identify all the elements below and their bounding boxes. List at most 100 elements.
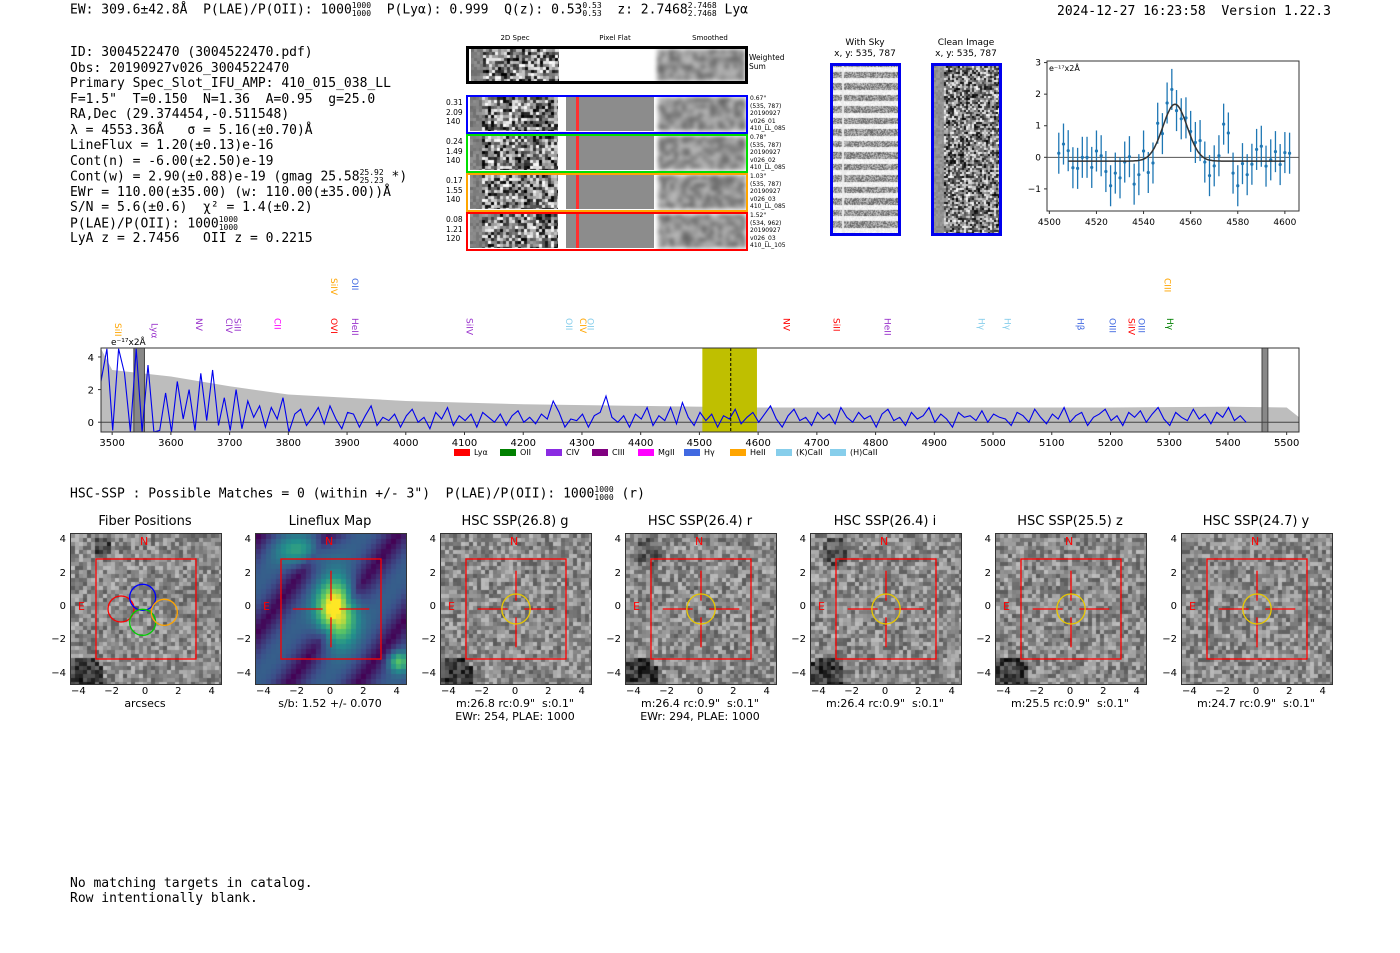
cont-w-end: *)	[383, 169, 408, 185]
data-point	[1090, 165, 1094, 170]
y-tick-label: 4	[614, 534, 621, 546]
y-tick-label: 0	[984, 601, 991, 612]
east-marker: E	[448, 600, 455, 613]
x-tick-label: −4	[995, 686, 1011, 697]
info-plae-text: P(LAE)/P(OII): 1000	[70, 216, 219, 231]
cutout-title: HSC SSP(26.4) i	[833, 514, 937, 529]
source-aperture	[1056, 593, 1086, 625]
x-tick-label: −4	[810, 686, 826, 697]
column-header: Smoothed	[692, 34, 728, 42]
data-point	[1076, 166, 1080, 170]
legend-swatch	[546, 449, 562, 456]
east-marker: E	[818, 600, 825, 613]
y-tick-label: 0	[1035, 153, 1041, 163]
data-point	[1160, 132, 1165, 136]
x-tick-label: 4520	[1085, 218, 1108, 228]
spec-2d-cutout	[470, 136, 558, 170]
exposure-stats: 0.24 1.49 140	[446, 137, 463, 165]
with-sky-label: With Sky	[845, 38, 885, 48]
data-point	[1127, 155, 1132, 159]
y-tick-label: −4	[791, 667, 806, 679]
data-point	[1245, 173, 1249, 177]
clean-coords: x, y: 535, 787	[935, 49, 997, 59]
y-tick-label: 4	[429, 534, 436, 546]
y-tick-label: −2	[791, 634, 806, 646]
exposure-row	[466, 95, 748, 134]
data-point	[1212, 164, 1216, 168]
data-point	[1287, 151, 1292, 155]
cutout-overlay	[650, 558, 752, 660]
legend-label: MgII	[658, 448, 675, 457]
data-point	[1057, 151, 1061, 155]
catalog-note-line1: No matching targets in catalog.	[70, 876, 313, 891]
y-tick-label: −2	[421, 634, 436, 646]
east-marker: E	[1003, 600, 1010, 613]
line-label: Hγ	[1164, 318, 1175, 331]
info-line: λ = 4553.36Å σ = 5.16(±0.70)Å	[70, 122, 313, 138]
x-tick-label: 5100	[1039, 438, 1064, 449]
y-tick-label: 2	[1170, 567, 1177, 579]
x-tick-label: 4400	[628, 438, 653, 449]
spec-2d-cutout	[470, 97, 558, 131]
line-label: SiII	[231, 318, 242, 332]
x-tick-label: 4000	[393, 438, 418, 449]
z-line: Lyα	[724, 2, 748, 18]
legend-item: Lyα	[454, 448, 488, 457]
cutout-overlay	[1206, 558, 1308, 660]
z-hi: 2.7468	[687, 1, 717, 10]
data-point	[1250, 162, 1254, 166]
data-point	[1113, 171, 1117, 175]
legend-label: (K)CaII	[796, 448, 823, 457]
x-tick-label: −4	[70, 686, 86, 697]
exposure-row	[466, 173, 748, 212]
cutout-overlay	[835, 558, 937, 660]
x-tick-label: 4200	[511, 438, 536, 449]
data-point	[1264, 164, 1268, 168]
legend-swatch	[454, 449, 470, 456]
line-labels: SiII Lyα NV CIV SiII CII OVI SiIV HeII OII SiIV OII…	[0, 270, 1400, 350]
smoothed-cutout	[658, 97, 746, 131]
data-point	[1207, 174, 1212, 178]
line-label: HeII	[881, 318, 892, 336]
x-tick-label: 4	[208, 686, 215, 697]
with-sky-canvas	[833, 66, 898, 233]
cutout-caption: m:26.8 rc:0.9" s:0.1" EWr: 254, PLAE: 10…	[455, 697, 575, 723]
fiber-circle	[150, 598, 178, 626]
source-aperture	[871, 593, 901, 625]
north-marker: N	[1251, 535, 1260, 548]
line-label: OVI	[327, 318, 338, 334]
line-fit-plot: 4500 4520 4540 4560 4580 4600 −1 0 1 2 3 e⁻¹⁷x2Å	[1028, 59, 1300, 228]
column-header: Pixel Flat	[599, 34, 631, 42]
cutout-overlay	[1020, 558, 1122, 660]
data-point	[1174, 108, 1179, 113]
smoothed-cutout	[658, 214, 746, 248]
y-tick-label: −4	[236, 667, 251, 679]
y-tick-label: −2	[236, 634, 251, 646]
data-point	[1080, 155, 1084, 159]
smoothed-cutout	[658, 136, 746, 170]
cutout-image-hsc	[1181, 533, 1333, 685]
data-point	[1193, 140, 1197, 145]
x-tick-label: −2	[1029, 686, 1045, 697]
data-point	[1231, 171, 1235, 175]
x-tick-label: 2	[360, 686, 367, 697]
column-header: 2D Spec	[500, 34, 530, 42]
line-label: Hγ	[975, 318, 986, 331]
y-tick-label: −2	[976, 634, 991, 646]
east-marker: E	[1189, 600, 1196, 613]
x-tick-label: 4	[393, 686, 400, 697]
legend-label: HeII	[750, 448, 766, 457]
x-tick-label: −2	[1215, 686, 1231, 697]
data-point	[1283, 150, 1287, 155]
exposure-stats: 0.08 1.21 120	[446, 215, 463, 243]
line-label: SiIV	[1125, 318, 1136, 336]
y-tick-label: 4	[244, 534, 251, 546]
data-point	[1071, 166, 1075, 170]
line-label: OII	[349, 278, 360, 291]
line-label: OII	[584, 318, 595, 331]
data-point	[1184, 116, 1188, 120]
z-lo: 2.7468	[687, 9, 717, 18]
data-point	[1141, 149, 1146, 153]
plae-range: 1000 1000	[352, 2, 371, 18]
info-line: F=1.5" T=0.150 N=1.36 A=0.95 g=25.0	[70, 91, 376, 107]
